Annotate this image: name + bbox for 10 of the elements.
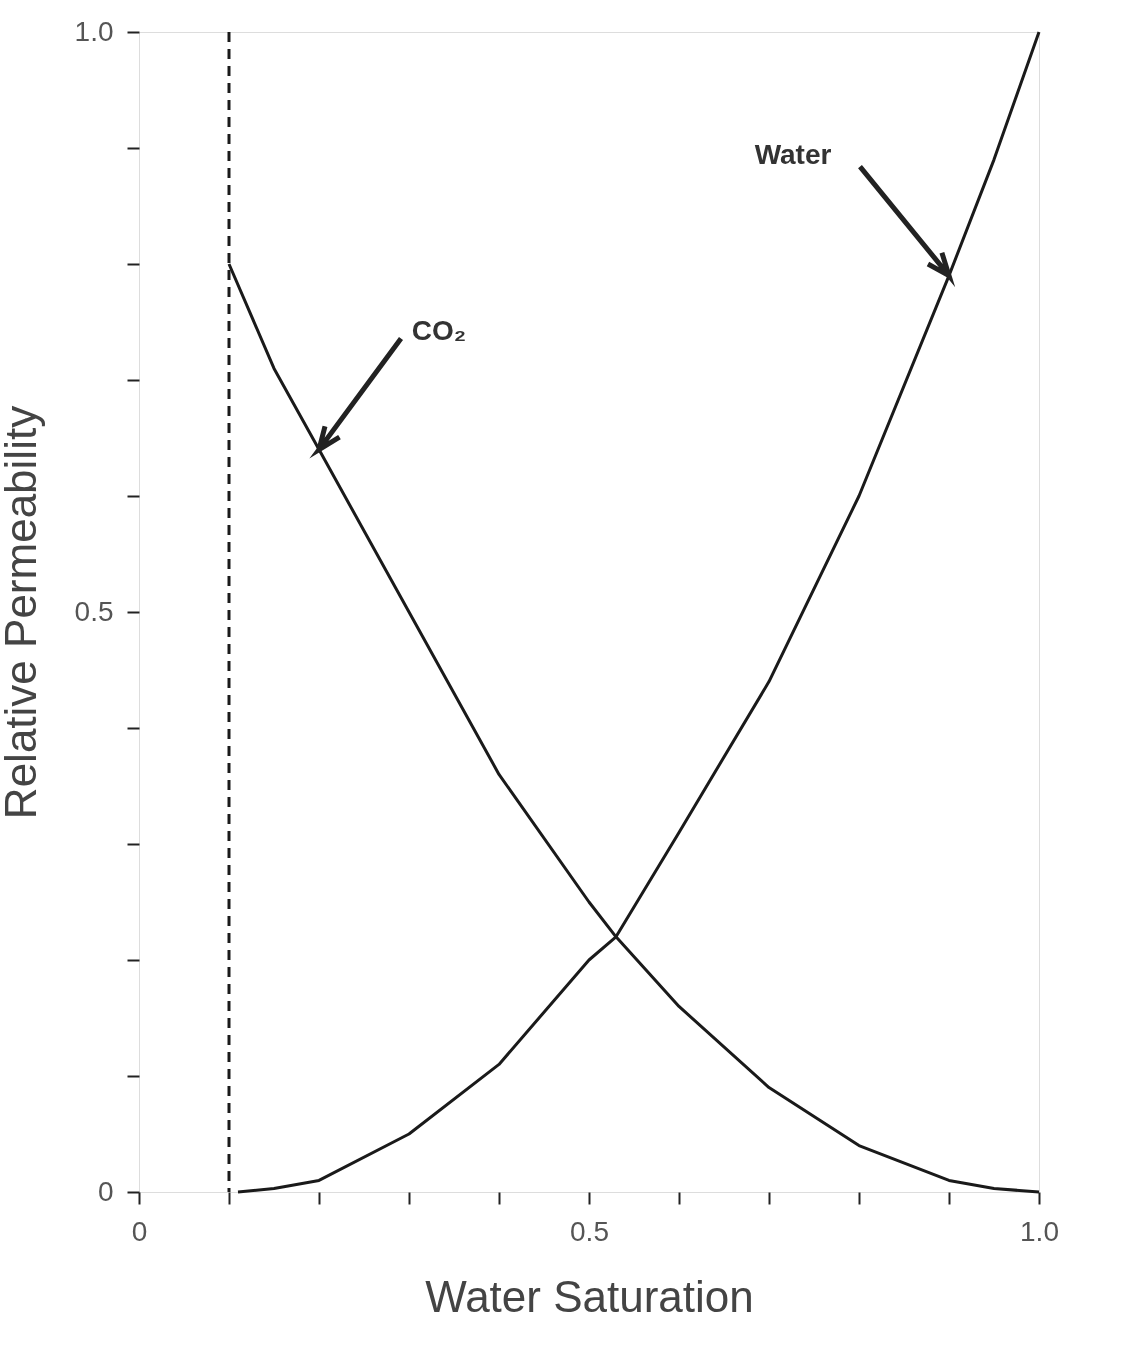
- annotation: Water: [754, 138, 832, 170]
- x-tick-label: 0: [131, 1215, 148, 1247]
- x-tick-label: 0.5: [570, 1215, 609, 1247]
- x-tick-label: 1.0: [1020, 1215, 1059, 1247]
- y-tick-label: 0: [97, 1175, 114, 1207]
- x-axis-title: Water Saturation: [425, 1271, 754, 1321]
- y-tick-label: 1.0: [74, 15, 114, 47]
- annotation: CO₂: [411, 314, 467, 346]
- y-axis-title: Relative Permeability: [0, 405, 45, 820]
- y-tick-label: 0.5: [74, 595, 114, 627]
